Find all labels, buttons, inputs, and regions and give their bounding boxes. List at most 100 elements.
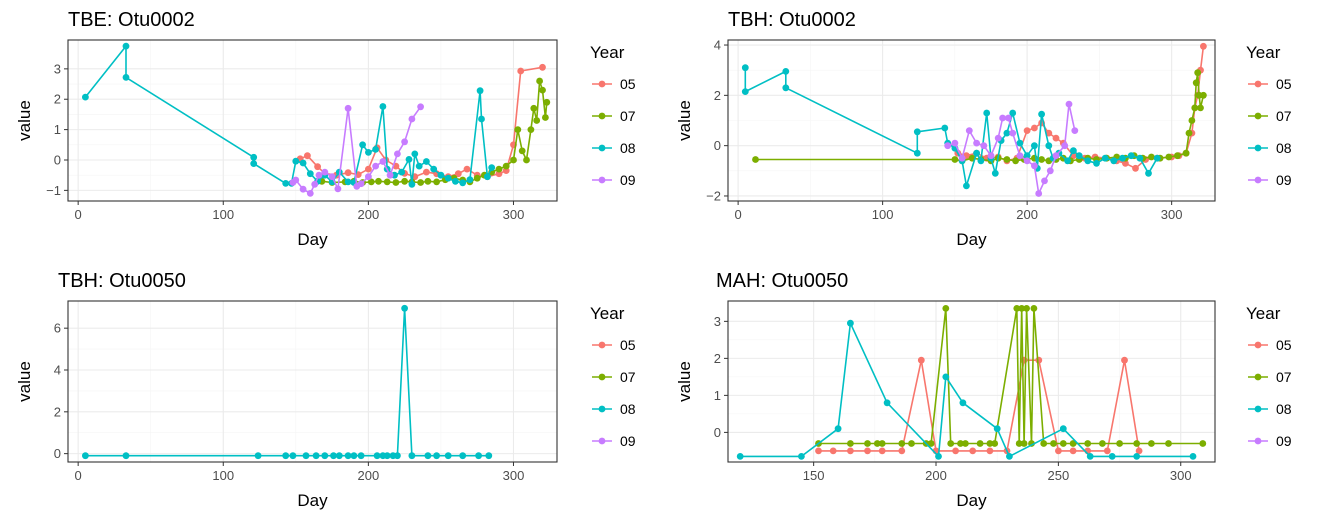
x-axis-title: Day (956, 230, 987, 249)
legend-label: 09 (1276, 172, 1292, 188)
data-point-09 (1041, 177, 1048, 185)
data-point-05 (952, 447, 959, 455)
legend-label: 07 (1276, 108, 1292, 124)
data-point-07 (957, 440, 964, 447)
data-point-07 (1194, 69, 1202, 77)
data-point-07 (1003, 156, 1011, 163)
data-point-07 (375, 177, 382, 185)
x-tick-label: 150 (803, 468, 825, 483)
data-point-09 (299, 185, 307, 193)
panel-border (67, 39, 558, 202)
data-point-08 (1045, 142, 1053, 150)
data-point-08 (935, 453, 942, 460)
data-point-08 (452, 177, 459, 185)
data-point-09 (951, 139, 959, 147)
x-axis-title: Day (956, 491, 987, 510)
data-point-05 (864, 447, 871, 455)
data-point-05 (878, 447, 886, 455)
data-point-07 (424, 177, 432, 185)
data-point-09 (321, 168, 329, 176)
data-point-09 (1035, 190, 1043, 197)
data-point-07 (514, 126, 522, 133)
data-point-08 (741, 64, 749, 72)
data-point-08 (1127, 152, 1135, 160)
data-point-08 (122, 74, 130, 81)
x-tick-label: 100 (212, 207, 234, 222)
data-point-08 (299, 159, 307, 167)
data-point-09 (379, 158, 387, 165)
data-point-07 (1038, 156, 1045, 163)
data-point-08 (383, 452, 391, 460)
y-axis-title: value (15, 100, 34, 141)
data-point-05 (365, 165, 372, 173)
data-point-08 (1084, 157, 1092, 165)
data-point-07 (752, 156, 759, 163)
data-point-07 (530, 104, 538, 112)
y-tick-label: 2 (54, 92, 61, 107)
legend-key-point (598, 405, 606, 413)
data-point-09 (1005, 114, 1012, 122)
data-point-08 (1075, 152, 1083, 160)
data-point-08 (459, 179, 467, 187)
data-point-07 (1197, 104, 1204, 112)
y-axis-title: value (675, 100, 694, 141)
data-point-08 (459, 452, 467, 460)
legend-key-point (598, 341, 606, 349)
data-point-08 (1016, 139, 1024, 147)
data-point-07 (533, 117, 541, 124)
legend-key-point (1254, 437, 1262, 445)
data-point-08 (1086, 453, 1094, 460)
legend-label: 05 (620, 337, 636, 353)
data-point-09 (372, 162, 379, 170)
legend-label: 09 (620, 172, 636, 188)
panel-title: TBH: Otu0050 (58, 270, 186, 292)
data-point-08 (977, 157, 985, 165)
data-point-09 (1009, 129, 1017, 137)
data-point-07 (1099, 440, 1106, 447)
chart-panel-2: 0 100 200 300 −2 0 2 4 Day value TBH: Otu0002 Year 0… (675, 9, 1292, 249)
x-tick-label: 100 (212, 468, 234, 483)
data-point-07 (518, 147, 526, 155)
legend-key-point (1254, 176, 1262, 184)
data-point-08 (357, 452, 365, 460)
data-point-05 (517, 67, 525, 75)
data-point-07 (367, 178, 375, 186)
data-point-07 (947, 440, 955, 447)
data-point-07 (873, 440, 881, 447)
chart-panel-1: 0 100 200 300 −1 0 1 2 3 Day value TBE: Otu0002 Year… (15, 9, 636, 249)
data-point-08 (1003, 129, 1011, 137)
data-point-07 (908, 440, 915, 447)
data-point-08 (1101, 154, 1109, 162)
data-point-07 (878, 440, 886, 447)
legend: Year 05 07 08 09 (1246, 304, 1292, 449)
data-point-09 (306, 190, 314, 197)
y-tick-label: 1 (714, 388, 721, 403)
data-point-09 (958, 154, 966, 162)
legend-title: Year (1246, 43, 1281, 62)
data-point-08 (963, 182, 970, 190)
data-point-09 (334, 185, 342, 193)
data-point-05 (1052, 134, 1060, 142)
data-point-05 (314, 163, 321, 171)
data-point-08 (373, 452, 381, 460)
data-point-07 (383, 178, 391, 186)
data-point-07 (1069, 440, 1077, 447)
data-point-08 (122, 452, 130, 460)
data-point-09 (944, 142, 952, 150)
data-point-08 (1009, 109, 1017, 117)
data-point-05 (454, 170, 462, 178)
x-tick-label: 0 (75, 468, 82, 483)
data-point-07 (1165, 153, 1173, 161)
chart-panel-3: 0 100 200 300 0 2 4 6 Day value TBH: Otu0050 Year 05… (15, 270, 636, 510)
data-point-08 (1108, 453, 1116, 460)
data-point-09 (965, 127, 973, 134)
data-point-08 (466, 176, 474, 184)
data-point-08 (405, 156, 413, 163)
data-point-07 (976, 440, 984, 447)
data-point-05 (815, 447, 822, 455)
data-point-07 (1174, 152, 1181, 160)
data-point-07 (527, 126, 535, 133)
data-point-08 (847, 319, 854, 327)
legend-title: Year (590, 43, 625, 62)
